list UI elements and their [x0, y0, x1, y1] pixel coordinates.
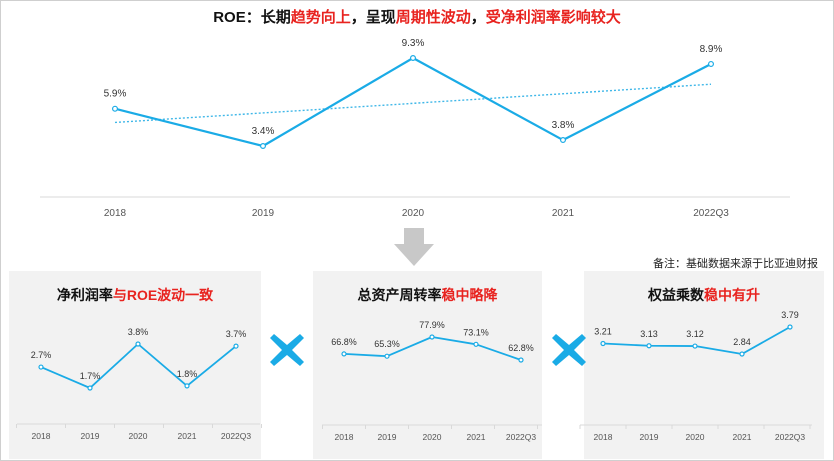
equity-multiplier-title: 权益乘数稳中有升	[584, 285, 824, 305]
data-point	[184, 383, 190, 389]
x-tick-label: 2019	[252, 208, 275, 219]
data-point	[739, 351, 745, 357]
equity-multiplier-panel: 权益乘数稳中有升	[584, 271, 824, 459]
x-tick-label: 2018	[104, 208, 127, 219]
data-point	[787, 324, 793, 330]
data-label: 3.12	[686, 329, 704, 339]
x-tick-label: 2022Q3	[775, 432, 806, 442]
data-point	[559, 137, 566, 144]
data-label: 62.8%	[508, 343, 534, 353]
data-label: 3.7%	[226, 329, 247, 339]
title-part: ，	[470, 9, 486, 26]
title-part: ，呈现	[350, 9, 396, 26]
data-label: 8.9%	[700, 44, 723, 55]
multiply-icon	[270, 334, 304, 366]
x-tick-label: 2020	[423, 432, 442, 442]
panel-title-plain: 总资产周转率	[357, 287, 442, 303]
data-label: 3.8%	[552, 120, 575, 131]
x-tick-label: 2018	[335, 432, 354, 442]
data-label: 2.7%	[31, 350, 52, 360]
data-label: 9.3%	[402, 38, 425, 49]
title-highlight: 周期性波动	[395, 9, 471, 26]
series-line	[40, 343, 237, 389]
x-tick-label: 2018	[32, 431, 51, 441]
x-tick-label: 2019	[378, 432, 397, 442]
data-point	[600, 340, 606, 347]
data-point	[111, 105, 118, 112]
data-point	[646, 343, 652, 349]
data-label: 3.13	[640, 329, 658, 339]
x-tick-label: 2019	[81, 431, 100, 441]
data-point	[692, 343, 698, 349]
x-tick-label: 2019	[640, 432, 659, 442]
data-label: 66.8%	[331, 337, 357, 347]
roe-line-chart: 5.9% 2018 3.4% 2019 9.3% 2020 3.8% 2021 8.9% 2022…	[40, 38, 790, 219]
data-point	[518, 357, 524, 363]
data-label: 3.21	[594, 326, 612, 336]
x-tick-label: 2021	[178, 431, 197, 441]
x-tick-label: 2022Q3	[506, 432, 537, 442]
title-highlight: 受净利润率影响较大	[485, 9, 621, 26]
series-line	[343, 336, 522, 361]
data-point	[410, 54, 417, 61]
data-point	[87, 385, 93, 391]
x-tick-label: 2022Q3	[221, 431, 252, 441]
title-highlight: 趋势向上	[290, 9, 351, 26]
data-point	[707, 60, 714, 67]
panel-title-highlight: 稳中有升	[704, 287, 760, 303]
data-label: 1.7%	[80, 371, 101, 381]
data-label: 1.8%	[177, 369, 198, 379]
panel-title-highlight: 与ROE波动一致	[112, 287, 214, 303]
panel-title-plain: 权益乘数	[648, 287, 704, 303]
data-point	[233, 343, 239, 349]
data-label: 77.9%	[419, 320, 445, 330]
data-label: 73.1%	[463, 327, 489, 337]
data-point	[341, 351, 347, 357]
panel-title-highlight: 稳中略降	[441, 287, 498, 303]
multiply-icon	[552, 334, 586, 366]
net-margin-panel: 净利润率与ROE波动一致	[9, 271, 261, 459]
x-tick-label: 2022Q3	[693, 208, 729, 219]
x-tick-label: 2021	[467, 432, 486, 442]
net-margin-title: 净利润率与ROE波动一致	[9, 285, 261, 305]
data-label: 5.9%	[104, 89, 127, 100]
asset-turnover-title: 总资产周转率稳中略降	[313, 285, 542, 305]
data-label: 2.84	[733, 337, 751, 347]
x-tick-label: 2018	[594, 432, 613, 442]
data-point	[429, 334, 435, 340]
title-part: ROE：长期	[213, 9, 291, 26]
data-point	[260, 143, 267, 150]
data-label: 65.3%	[374, 339, 400, 349]
panel-title-plain: 净利润率	[56, 287, 113, 303]
main-title: ROE：长期趋势向上，呈现周期性波动，受净利润率影响较大	[0, 6, 834, 27]
data-point	[38, 364, 44, 370]
x-tick-label: 2020	[129, 431, 148, 441]
down-arrow-icon	[394, 228, 434, 266]
x-tick-label: 2020	[686, 432, 705, 442]
x-tick-label: 2020	[402, 208, 425, 219]
data-label: 3.8%	[128, 327, 149, 337]
data-label: 3.4%	[252, 126, 275, 137]
trend-line	[114, 83, 712, 124]
asset-turnover-panel: 总资产周转率稳中略降	[313, 271, 542, 459]
data-point	[384, 353, 390, 359]
data-point	[473, 341, 479, 347]
x-tick-label: 2021	[552, 208, 575, 219]
data-point	[135, 341, 141, 347]
source-note: 备注：基础数据来源于比亚迪财报	[653, 258, 818, 270]
x-tick-label: 2021	[733, 432, 752, 442]
data-label: 3.79	[781, 310, 799, 320]
